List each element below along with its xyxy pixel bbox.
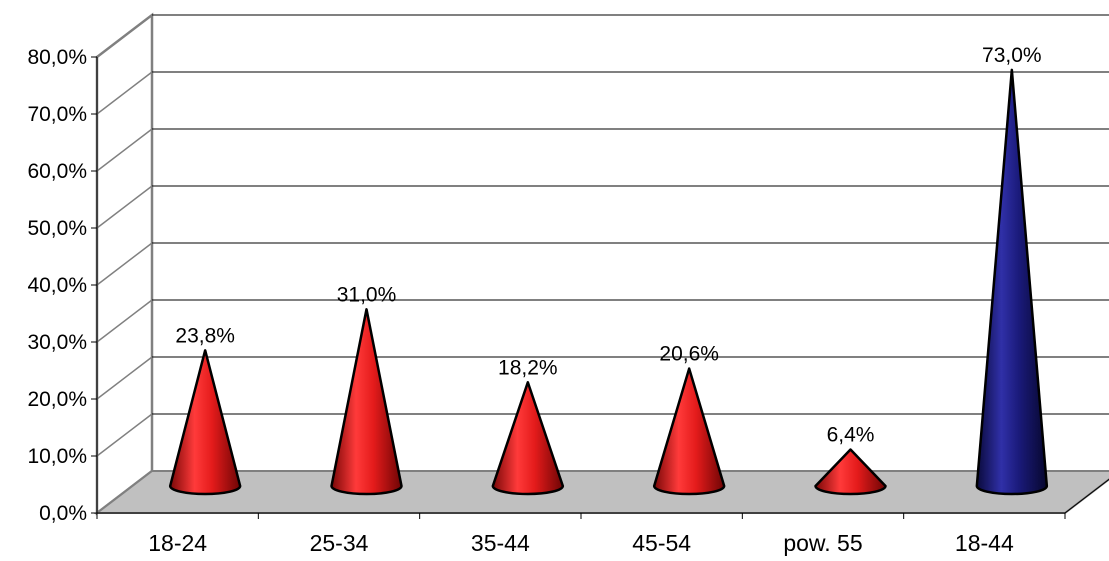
data-label: 18,2%: [498, 356, 558, 379]
x-tick-label: 25-34: [310, 530, 369, 556]
cones: [168, 68, 1049, 496]
y-tick-label: 50,0%: [27, 217, 87, 240]
y-tick-label: 60,0%: [27, 160, 87, 183]
y-tick-label: 0,0%: [39, 502, 87, 525]
cone-35-44: [491, 381, 565, 496]
labels: 23,8% 18-24 31,0% 25-34 18,2% 35-44 20,6% 45-54…: [148, 44, 1041, 556]
gridline-side: [96, 71, 153, 115]
x-tick-label: pow. 55: [783, 530, 862, 556]
gridline-side: [96, 242, 153, 286]
cone-18-44: [975, 68, 1049, 496]
gridline-side: [96, 356, 153, 400]
x-tick-label: 18-44: [955, 530, 1014, 556]
data-label: 20,6%: [659, 343, 719, 366]
cone-25-34: [330, 308, 403, 496]
x-tick-label: 18-24: [148, 530, 207, 556]
x-tick-label: 35-44: [471, 530, 530, 556]
y-tick-label: 70,0%: [27, 103, 87, 126]
cone-18-24: [168, 349, 242, 496]
cone-45-54: [652, 367, 726, 496]
gridline-side: [96, 185, 153, 229]
axes: 0,0% 10,0% 20,0% 30,0% 40,0% 50,0% 60,0% 70,0% 8…: [27, 46, 1109, 525]
y-tick-label: 30,0%: [27, 331, 87, 354]
plot-walls: [95, 12, 1109, 516]
gridline-side: [96, 14, 153, 58]
gridline-side: [96, 413, 153, 457]
data-label: 31,0%: [337, 283, 397, 306]
y-tick-label: 80,0%: [27, 46, 87, 69]
y-tick-label: 10,0%: [27, 445, 87, 468]
x-tick-label: 45-54: [632, 530, 691, 556]
y-tick-label: 20,0%: [27, 388, 87, 411]
cone-pow. 55: [814, 448, 887, 496]
gridline-side: [96, 299, 153, 343]
data-label: 6,4%: [827, 424, 875, 447]
data-label: 23,8%: [175, 324, 235, 347]
floor: [94, 470, 1109, 514]
data-label: 73,0%: [982, 44, 1042, 67]
floor-right-edge: [1064, 478, 1109, 514]
plot-floor: [94, 470, 1109, 514]
gridline-side: [96, 128, 153, 172]
y-tick-label: 40,0%: [27, 274, 87, 297]
